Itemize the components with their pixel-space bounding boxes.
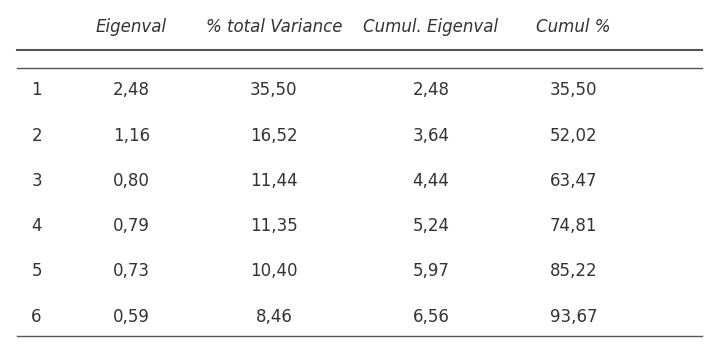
- Text: 11,44: 11,44: [250, 172, 298, 190]
- Text: 63,47: 63,47: [550, 172, 597, 190]
- Text: 2,48: 2,48: [412, 81, 449, 99]
- Text: 0,73: 0,73: [113, 262, 150, 280]
- Text: 0,79: 0,79: [113, 217, 150, 235]
- Text: 52,02: 52,02: [550, 126, 597, 145]
- Text: 6,56: 6,56: [413, 308, 449, 326]
- Text: % total Variance: % total Variance: [206, 18, 342, 36]
- Text: 5,24: 5,24: [412, 217, 449, 235]
- Text: 4: 4: [32, 217, 42, 235]
- Text: 2: 2: [32, 126, 42, 145]
- Text: 16,52: 16,52: [250, 126, 298, 145]
- Text: 0,80: 0,80: [113, 172, 150, 190]
- Text: 1: 1: [32, 81, 42, 99]
- Text: 2,48: 2,48: [113, 81, 150, 99]
- Text: 10,40: 10,40: [250, 262, 298, 280]
- Text: 1,16: 1,16: [113, 126, 150, 145]
- Text: 3,64: 3,64: [412, 126, 449, 145]
- Text: 74,81: 74,81: [550, 217, 597, 235]
- Text: 85,22: 85,22: [550, 262, 597, 280]
- Text: 3: 3: [32, 172, 42, 190]
- Text: Eigenval: Eigenval: [96, 18, 167, 36]
- Text: 0,59: 0,59: [113, 308, 150, 326]
- Text: 35,50: 35,50: [550, 81, 597, 99]
- Text: 8,46: 8,46: [255, 308, 293, 326]
- Text: 4,44: 4,44: [413, 172, 449, 190]
- Text: 11,35: 11,35: [250, 217, 298, 235]
- Text: 6: 6: [32, 308, 42, 326]
- Text: 5: 5: [32, 262, 42, 280]
- Text: Cumul. Eigenval: Cumul. Eigenval: [363, 18, 498, 36]
- Text: Cumul %: Cumul %: [536, 18, 610, 36]
- Text: 5,97: 5,97: [413, 262, 449, 280]
- Text: 35,50: 35,50: [250, 81, 298, 99]
- Text: 93,67: 93,67: [550, 308, 597, 326]
